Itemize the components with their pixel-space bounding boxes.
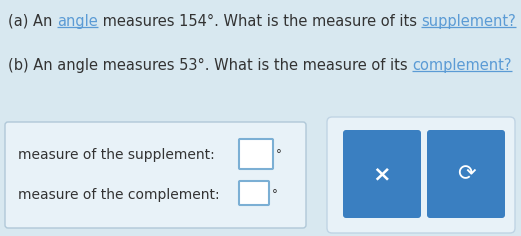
- Text: ×: ×: [373, 164, 391, 184]
- Text: ⟳: ⟳: [457, 164, 475, 184]
- FancyBboxPatch shape: [427, 130, 505, 218]
- Text: (b) An angle measures 53°. What is the measure of its: (b) An angle measures 53°. What is the m…: [8, 58, 412, 73]
- Text: measures 154°. What is the measure of its: measures 154°. What is the measure of it…: [98, 14, 421, 29]
- FancyBboxPatch shape: [343, 130, 421, 218]
- Text: complement?: complement?: [412, 58, 512, 73]
- Text: angle: angle: [57, 14, 98, 29]
- Text: °: °: [272, 188, 278, 201]
- FancyBboxPatch shape: [239, 181, 269, 205]
- FancyBboxPatch shape: [5, 122, 306, 228]
- Text: measure of the supplement:: measure of the supplement:: [18, 148, 215, 162]
- FancyBboxPatch shape: [327, 117, 515, 233]
- Text: measure of the complement:: measure of the complement:: [18, 188, 220, 202]
- Text: supplement?: supplement?: [421, 14, 516, 29]
- Text: °: °: [276, 148, 282, 161]
- Text: (a) An: (a) An: [8, 14, 57, 29]
- FancyBboxPatch shape: [239, 139, 273, 169]
